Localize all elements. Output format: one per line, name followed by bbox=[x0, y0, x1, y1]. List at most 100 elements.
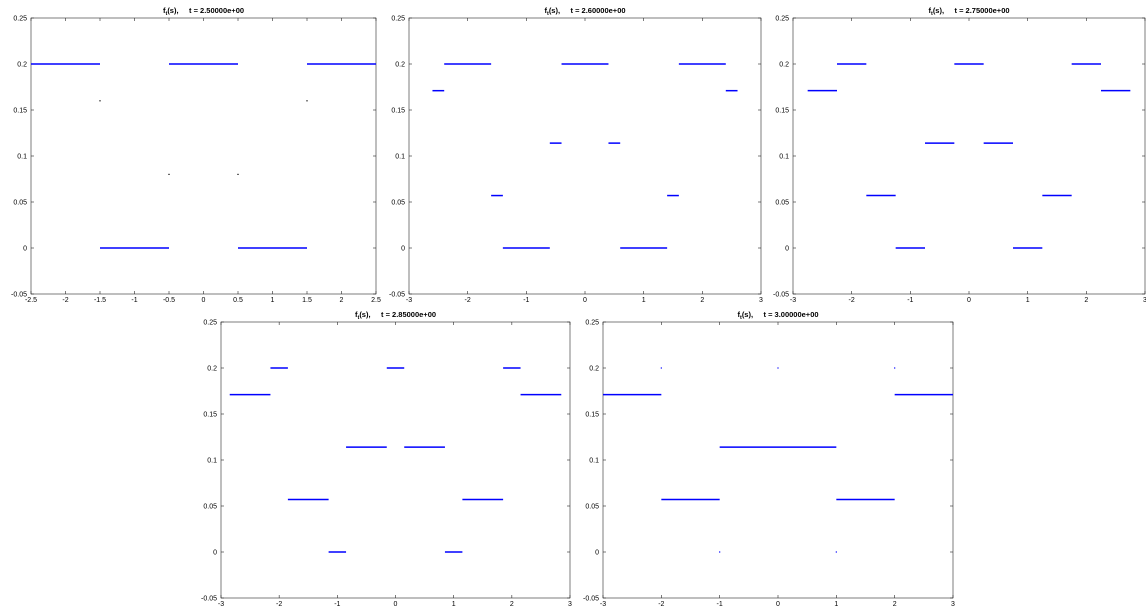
axes-box bbox=[792, 17, 1146, 295]
y-tick-label: 0.1 bbox=[17, 154, 27, 161]
data-point bbox=[237, 173, 239, 175]
y-tick-label: 0.05 bbox=[585, 504, 599, 511]
y-tick-label: 0.1 bbox=[779, 154, 789, 161]
x-tick-label: -3 bbox=[600, 601, 606, 608]
x-tick-label: 1 bbox=[1026, 297, 1030, 304]
x-tick-label: -1 bbox=[523, 297, 529, 304]
axes-box bbox=[408, 17, 762, 295]
y-tick-label: 0.25 bbox=[391, 16, 405, 23]
y-tick-label: -0.05 bbox=[389, 292, 405, 299]
y-tick-label: 0.1 bbox=[395, 154, 405, 161]
chart-title-subscript: t bbox=[165, 11, 167, 17]
chart-title-text: (s), t = 3.00000e+00 bbox=[742, 310, 819, 319]
subplot-3: -3 -2 -1 0 1 2 3 -0.05 0 0.05 0.1 0.15 0.2 0.25 ft(s),… bbox=[773, 6, 1146, 304]
y-tick-label: 0.05 bbox=[775, 200, 789, 207]
x-tick-label: -1 bbox=[131, 297, 137, 304]
data-point bbox=[894, 367, 896, 369]
y-tick-label: 0.2 bbox=[395, 62, 405, 69]
data-point bbox=[777, 367, 779, 369]
y-tick-label: 0.2 bbox=[207, 366, 217, 373]
x-tick-label: -2.5 bbox=[25, 297, 37, 304]
chart-title-symbol: f bbox=[355, 310, 358, 319]
y-tick-label: -0.05 bbox=[583, 596, 599, 603]
y-tick-label: -0.05 bbox=[201, 596, 217, 603]
data-point bbox=[660, 367, 662, 369]
subplot-2: -3 -2 -1 0 1 2 3 -0.05 0 0.05 0.1 0.15 0.2 0.25 ft(s),… bbox=[389, 6, 763, 304]
data-point bbox=[306, 100, 308, 102]
x-tick-label: 3 bbox=[759, 297, 763, 304]
axes-box bbox=[30, 17, 377, 295]
data-point bbox=[168, 173, 170, 175]
chart-title-subscript: t bbox=[547, 11, 549, 17]
y-tick-label: 0.25 bbox=[203, 320, 217, 327]
x-tick-label: -1 bbox=[717, 601, 723, 608]
y-tick-label: 0.2 bbox=[589, 366, 599, 373]
x-tick-label: -3 bbox=[218, 601, 224, 608]
x-tick-label: -2 bbox=[849, 297, 855, 304]
y-tick-label: 0.1 bbox=[207, 458, 217, 465]
y-tick-label: 0.05 bbox=[391, 200, 405, 207]
x-tick-label: 0 bbox=[776, 601, 780, 608]
axes-box bbox=[220, 321, 571, 599]
x-tick-label: 1 bbox=[452, 601, 456, 608]
x-tick-label: 2 bbox=[510, 601, 514, 608]
x-tick-label: 2.5 bbox=[371, 297, 381, 304]
y-tick-label: 0.25 bbox=[13, 16, 27, 23]
x-tick-label: -2 bbox=[658, 601, 664, 608]
subplot-5: -3 -2 -1 0 1 2 3 -0.05 0 0.05 0.1 0.15 0.2 0.25 ft(s),… bbox=[583, 310, 955, 608]
x-tick-label: 2 bbox=[1084, 297, 1088, 304]
x-tick-label: -1 bbox=[907, 297, 913, 304]
chart-title-text: (s), t = 2.75000e+00 bbox=[933, 6, 1010, 15]
y-tick-label: 0.2 bbox=[17, 62, 27, 69]
x-tick-label: 0 bbox=[202, 297, 206, 304]
x-tick-label: 1.5 bbox=[302, 297, 312, 304]
chart-title-text: (s), t = 2.50000e+00 bbox=[167, 6, 244, 15]
chart-title-subscript: t bbox=[357, 315, 359, 321]
y-tick-label: 0 bbox=[595, 550, 599, 557]
x-tick-label: 0 bbox=[967, 297, 971, 304]
chart-title: ft(s), t = 2.75000e+00 bbox=[928, 6, 1009, 17]
y-tick-label: 0.05 bbox=[203, 504, 217, 511]
y-tick-label: -0.05 bbox=[773, 292, 789, 299]
y-tick-label: 0 bbox=[785, 246, 789, 253]
y-tick-label: 0 bbox=[401, 246, 405, 253]
x-tick-label: 3 bbox=[951, 601, 955, 608]
subplot-4: -3 -2 -1 0 1 2 3 -0.05 0 0.05 0.1 0.15 0.2 0.25 ft(s),… bbox=[201, 310, 572, 608]
x-tick-label: 1 bbox=[271, 297, 275, 304]
x-tick-label: 1 bbox=[834, 601, 838, 608]
axes-box bbox=[602, 321, 954, 599]
chart-title: ft(s), t = 3.00000e+00 bbox=[737, 310, 818, 321]
chart-title-subscript: t bbox=[740, 315, 742, 321]
y-tick-label: 0.2 bbox=[779, 62, 789, 69]
y-tick-label: 0.15 bbox=[775, 108, 789, 115]
y-tick-label: 0.15 bbox=[585, 412, 599, 419]
y-tick-label: 0.25 bbox=[775, 16, 789, 23]
x-tick-label: 2 bbox=[700, 297, 704, 304]
chart-title: ft(s), t = 2.50000e+00 bbox=[163, 6, 244, 17]
x-tick-label: -2 bbox=[276, 601, 282, 608]
data-point bbox=[99, 100, 101, 102]
y-tick-label: 0.15 bbox=[391, 108, 405, 115]
x-tick-label: -1.5 bbox=[94, 297, 106, 304]
x-tick-label: -0.5 bbox=[163, 297, 175, 304]
chart-title: ft(s), t = 2.60000e+00 bbox=[544, 6, 625, 17]
x-tick-label: 0 bbox=[394, 601, 398, 608]
x-tick-label: -2 bbox=[465, 297, 471, 304]
x-tick-label: 2 bbox=[893, 601, 897, 608]
chart-title-subscript: t bbox=[931, 11, 933, 17]
x-tick-label: 0 bbox=[583, 297, 587, 304]
chart-title-text: (s), t = 2.85000e+00 bbox=[359, 310, 436, 319]
y-tick-label: 0.15 bbox=[203, 412, 217, 419]
chart-title-symbol: f bbox=[163, 6, 166, 15]
y-tick-label: 0 bbox=[23, 246, 27, 253]
chart-title-text: (s), t = 2.60000e+00 bbox=[549, 6, 626, 15]
x-tick-label: -2 bbox=[62, 297, 68, 304]
x-tick-label: 3 bbox=[568, 601, 572, 608]
x-tick-label: -1 bbox=[334, 601, 340, 608]
x-tick-label: 1 bbox=[642, 297, 646, 304]
y-tick-label: 0.1 bbox=[589, 458, 599, 465]
chart-title-symbol: f bbox=[544, 6, 547, 15]
subplot-1: -2.5 -2 -1.5 -1 -0.5 0 0.5 1 1.5 2 2.5 -0.05 0 0.05 0.… bbox=[11, 6, 381, 304]
y-tick-label: 0.15 bbox=[13, 108, 27, 115]
